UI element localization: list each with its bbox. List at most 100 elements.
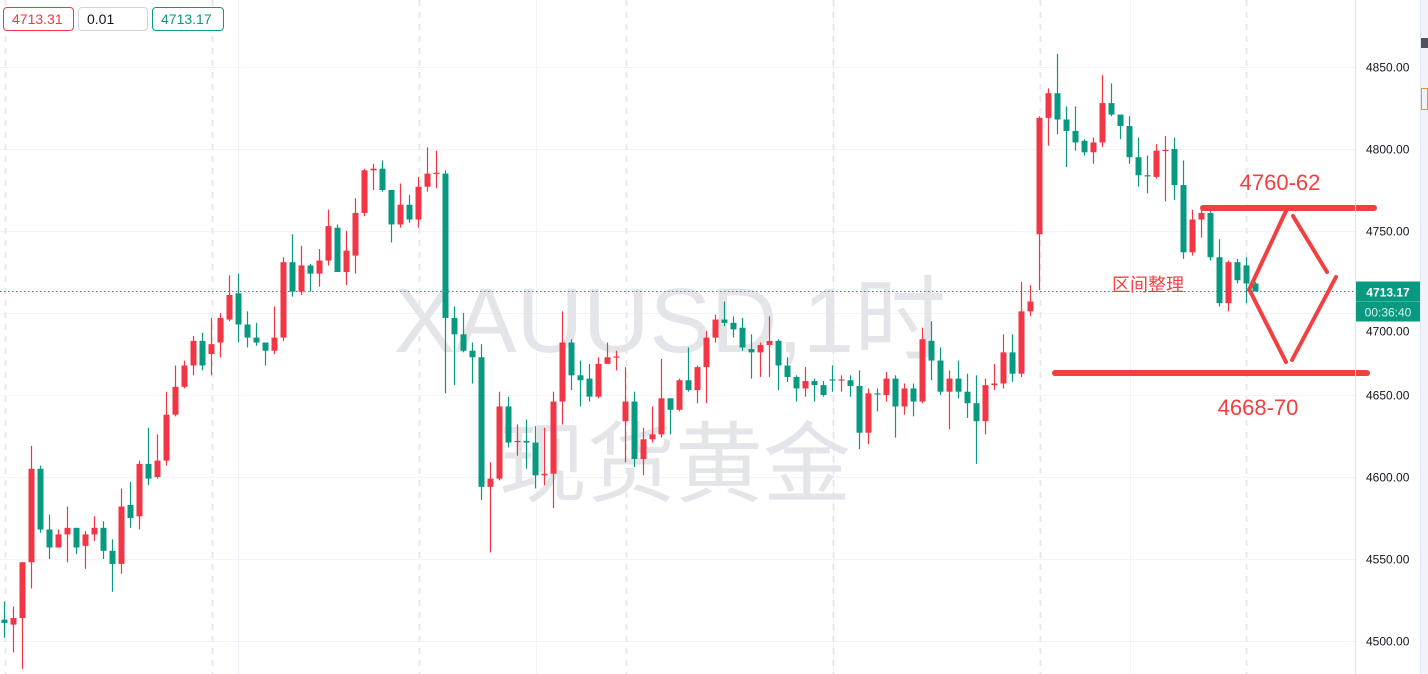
candle[interactable] [514, 424, 521, 456]
candle[interactable] [1198, 206, 1205, 238]
candle[interactable] [406, 194, 413, 223]
candle[interactable] [262, 342, 269, 366]
candle[interactable] [883, 372, 890, 402]
candle[interactable] [1144, 155, 1151, 194]
candle[interactable] [766, 316, 773, 377]
candle[interactable] [478, 344, 485, 500]
candle[interactable] [532, 426, 539, 489]
candle[interactable] [64, 506, 71, 563]
candle[interactable] [703, 331, 710, 404]
candle[interactable] [631, 391, 638, 468]
candle[interactable] [649, 406, 656, 443]
candle[interactable] [118, 488, 125, 574]
candle[interactable] [595, 357, 602, 399]
candle[interactable] [343, 231, 350, 286]
candle[interactable] [991, 363, 998, 391]
range-consolidation-label[interactable]: 区间整理 [1112, 275, 1184, 296]
candle[interactable] [199, 332, 206, 371]
candle[interactable] [523, 419, 530, 469]
candle[interactable] [955, 360, 962, 399]
candle[interactable] [1117, 114, 1124, 140]
candle[interactable] [424, 147, 431, 192]
right-toolbar-scrollbar[interactable] [1420, 0, 1428, 674]
candle[interactable] [415, 176, 422, 228]
price-axis[interactable]: 4500.00 4550.00 4600.00 4650.00 4700.00 4750.… [1366, 61, 1410, 649]
candle[interactable] [442, 170, 449, 394]
candle[interactable] [388, 190, 395, 243]
candle[interactable] [91, 516, 98, 541]
candle[interactable] [298, 245, 305, 295]
candle[interactable] [919, 327, 926, 404]
candle[interactable] [433, 150, 440, 189]
candle[interactable] [1081, 139, 1088, 156]
candle[interactable] [316, 249, 323, 287]
candle[interactable] [28, 445, 35, 589]
candle[interactable] [964, 373, 971, 418]
candle[interactable] [1018, 281, 1025, 377]
candle[interactable] [1036, 116, 1043, 291]
candle[interactable] [1027, 285, 1034, 317]
candle[interactable] [829, 365, 836, 392]
candle[interactable] [1189, 209, 1196, 256]
range-path-segment[interactable] [1290, 275, 1338, 362]
candle[interactable] [640, 427, 647, 476]
candle[interactable] [100, 521, 107, 559]
candle[interactable] [37, 465, 44, 533]
candle[interactable] [784, 357, 791, 382]
candle[interactable] [982, 378, 989, 435]
candle[interactable] [46, 514, 53, 559]
candle[interactable] [577, 360, 584, 407]
candle[interactable] [190, 335, 197, 376]
candle[interactable] [487, 462, 494, 553]
candle[interactable] [397, 183, 404, 228]
candle[interactable] [910, 383, 917, 417]
candle[interactable] [973, 375, 980, 464]
lower-zone-label[interactable]: 4668-70 [1218, 395, 1299, 420]
candle[interactable] [1162, 135, 1169, 202]
candle[interactable] [19, 562, 26, 669]
candle[interactable] [361, 168, 368, 217]
candle[interactable] [1009, 334, 1016, 382]
candle[interactable] [451, 306, 458, 386]
upper-zone-label[interactable]: 4760-62 [1240, 170, 1321, 195]
candle[interactable] [460, 313, 467, 353]
candle[interactable] [838, 375, 845, 392]
candle[interactable] [676, 378, 683, 412]
candle[interactable] [847, 375, 854, 397]
candle[interactable] [217, 313, 224, 358]
range-path-segment[interactable] [1291, 214, 1329, 274]
candle[interactable] [721, 301, 728, 327]
candle[interactable] [757, 342, 764, 377]
candle[interactable] [370, 163, 377, 190]
range-path-segment[interactable] [1247, 209, 1288, 292]
candle[interactable] [568, 339, 575, 391]
candle[interactable] [154, 434, 161, 479]
candle[interactable] [928, 321, 935, 381]
range-path-segment[interactable] [1248, 289, 1288, 364]
candle[interactable] [163, 391, 170, 466]
candle[interactable] [622, 367, 629, 463]
candle[interactable] [172, 365, 179, 417]
candle[interactable] [136, 460, 143, 530]
candle[interactable] [505, 396, 512, 448]
candle[interactable] [550, 391, 557, 509]
candle[interactable] [775, 339, 782, 391]
candle[interactable] [181, 360, 188, 389]
candle[interactable] [280, 257, 287, 341]
candle[interactable] [271, 306, 278, 354]
candle[interactable] [1099, 75, 1106, 148]
candle[interactable] [901, 383, 908, 415]
candle[interactable] [559, 311, 566, 425]
candle[interactable] [937, 347, 944, 395]
candle[interactable] [1045, 88, 1052, 146]
candle[interactable] [1090, 137, 1097, 164]
candle[interactable] [685, 347, 692, 392]
candle[interactable] [739, 317, 746, 351]
candle[interactable] [1243, 257, 1250, 304]
candle[interactable] [892, 375, 899, 438]
candle[interactable] [1153, 144, 1160, 179]
candle[interactable] [748, 334, 755, 379]
candle[interactable] [604, 342, 611, 364]
candle[interactable] [1, 601, 8, 638]
